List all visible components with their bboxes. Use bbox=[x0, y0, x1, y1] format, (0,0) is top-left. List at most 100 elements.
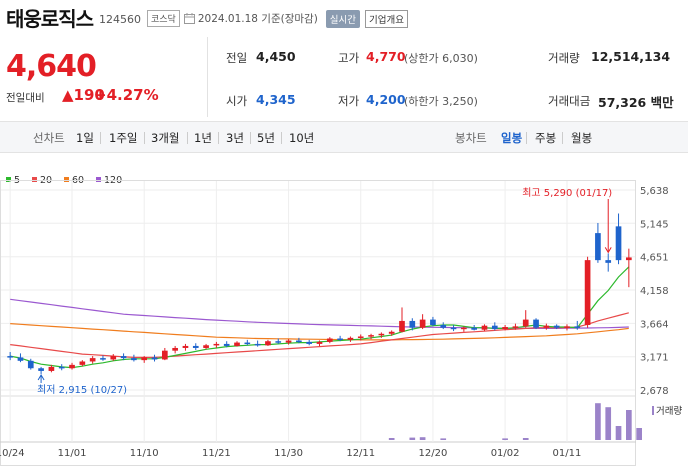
candle bbox=[275, 341, 282, 343]
tab-5y[interactable]: 5년 bbox=[257, 131, 275, 145]
tab-3y[interactable]: 3년 bbox=[226, 131, 244, 145]
candle bbox=[450, 327, 457, 330]
candle bbox=[533, 319, 539, 328]
candle bbox=[316, 341, 323, 344]
tab-monthly[interactable]: 월봉 bbox=[571, 131, 593, 145]
candle bbox=[244, 342, 251, 345]
high-arrow-icon bbox=[604, 247, 612, 254]
volume-bar bbox=[419, 437, 426, 440]
upper-limit: (상한가 6,030) bbox=[404, 52, 478, 65]
trade-amount-label: 거래대금 bbox=[548, 94, 591, 108]
volume-bar bbox=[595, 403, 601, 440]
tab-1y[interactable]: 1년 bbox=[194, 131, 212, 145]
volume-label: 거래량 bbox=[656, 405, 682, 417]
lower-limit: (하한가 3,250) bbox=[404, 95, 478, 108]
candle bbox=[326, 338, 333, 342]
candle bbox=[357, 336, 364, 338]
candle bbox=[100, 358, 106, 360]
candle bbox=[296, 340, 302, 343]
x-tick-label: 01/11 bbox=[553, 448, 582, 459]
candle bbox=[306, 341, 313, 344]
candle bbox=[378, 333, 385, 336]
candle bbox=[553, 325, 560, 328]
y-tick-label: 2,678 bbox=[640, 386, 669, 397]
candlestick-chart[interactable]: 5,638 5,145 4,651 4,158 3,664 3,171 2,678 10/24… bbox=[0, 180, 688, 467]
quote-date: 2024.01.18 기준(장마감) bbox=[197, 13, 318, 25]
company-overview-button[interactable]: 기업개요 bbox=[365, 9, 408, 28]
price-change: ▲190 bbox=[62, 86, 105, 104]
candle bbox=[182, 345, 189, 348]
stock-header: 태웅로직스 124560 코스닥 2024.01.18 기준(장마감) 실시간 … bbox=[0, 0, 688, 34]
tab-1d[interactable]: 1일 bbox=[76, 131, 94, 145]
candle bbox=[141, 357, 148, 361]
y-tick-label: 5,638 bbox=[640, 186, 669, 197]
tab-daily[interactable]: 일봉 bbox=[501, 131, 523, 145]
legend-swatch-ma5 bbox=[6, 177, 11, 182]
candle-chart-label: 봉차트 bbox=[455, 131, 487, 145]
tab-10y[interactable]: 10년 bbox=[289, 131, 315, 145]
x-tick-label: 01/02 bbox=[491, 448, 520, 459]
market-badge: 코스닥 bbox=[147, 10, 180, 27]
candle bbox=[254, 343, 261, 346]
candle bbox=[265, 341, 271, 346]
candle bbox=[48, 366, 55, 371]
volume-bar bbox=[440, 438, 447, 440]
candle bbox=[161, 350, 168, 360]
candle bbox=[522, 319, 529, 327]
candle bbox=[481, 325, 488, 330]
stock-name[interactable]: 태웅로직스 bbox=[6, 6, 94, 31]
prev-close-label: 전일 bbox=[226, 51, 248, 65]
volume-bar bbox=[409, 437, 416, 440]
volume-bar bbox=[388, 438, 395, 440]
high-annotation: 최고 5,290 (01/17) bbox=[522, 187, 612, 199]
current-price: 4,640 bbox=[6, 49, 97, 84]
volume-legend-swatch bbox=[652, 406, 654, 415]
volume-bar bbox=[502, 438, 508, 440]
tab-weekly[interactable]: 주봉 bbox=[535, 131, 557, 145]
y-tick-label: 3,664 bbox=[640, 319, 669, 330]
y-tick-label: 4,158 bbox=[640, 286, 669, 297]
volume-value: 12,514,134 bbox=[591, 49, 671, 64]
candle bbox=[223, 343, 230, 346]
candle bbox=[58, 366, 65, 369]
price-box: 4,640 전일대비 ▲190 +4.27% bbox=[0, 37, 205, 117]
open-label: 시가 bbox=[226, 94, 248, 108]
candle bbox=[368, 335, 374, 337]
candle bbox=[7, 356, 13, 358]
ma5-line bbox=[10, 266, 630, 369]
tab-3m[interactable]: 3개월 bbox=[151, 131, 180, 145]
candle bbox=[234, 342, 240, 346]
candle bbox=[461, 327, 467, 330]
low-arrow-icon bbox=[37, 374, 45, 381]
volume-bar bbox=[636, 428, 642, 440]
candle bbox=[564, 326, 570, 328]
candle bbox=[120, 356, 127, 359]
x-tick-label: 11/01 bbox=[58, 448, 87, 459]
x-tick-label: 11/10 bbox=[130, 448, 159, 459]
candle bbox=[512, 326, 519, 328]
low-annotation: 최저 2,915 (10/27) bbox=[37, 384, 127, 396]
candle bbox=[213, 343, 220, 346]
prev-close-value: 4,450 bbox=[256, 49, 296, 64]
low-value: 4,200 bbox=[366, 92, 406, 107]
x-tick-label: 11/21 bbox=[202, 448, 231, 459]
volume-bar bbox=[626, 410, 632, 440]
candle bbox=[430, 319, 436, 325]
candle bbox=[17, 357, 24, 361]
x-tick-label: 12/20 bbox=[419, 448, 448, 459]
ma60-line bbox=[10, 323, 629, 341]
y-tick-label: 4,651 bbox=[640, 253, 669, 264]
candle bbox=[584, 260, 591, 325]
candle bbox=[615, 226, 622, 261]
legend-swatch-ma20 bbox=[32, 177, 37, 182]
candle bbox=[69, 364, 75, 369]
open-value: 4,345 bbox=[256, 92, 296, 107]
realtime-button[interactable]: 실시간 bbox=[325, 9, 361, 28]
tab-1w[interactable]: 1주일 bbox=[109, 131, 138, 145]
x-tick-label: 12/11 bbox=[346, 448, 375, 459]
high-value: 4,770 bbox=[366, 49, 406, 64]
candle bbox=[574, 326, 581, 328]
change-label: 전일대비 bbox=[6, 92, 45, 104]
x-tick-label: 10/24 bbox=[0, 448, 25, 459]
candle bbox=[409, 320, 416, 328]
